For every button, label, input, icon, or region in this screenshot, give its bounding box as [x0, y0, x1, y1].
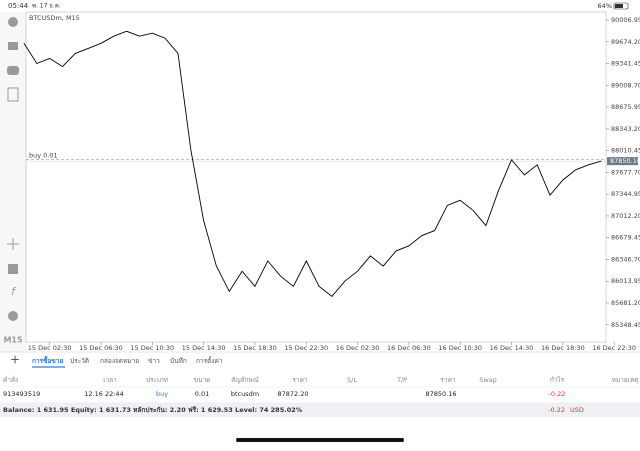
x-tick-label: 16 Dec 10:30: [438, 344, 482, 352]
battery-icon: [613, 2, 629, 10]
column-header: หมายเหตุ: [612, 376, 639, 384]
status-time: 05:44: [8, 2, 29, 10]
sidebar: [0, 12, 26, 352]
crosshair-icon[interactable]: [7, 238, 19, 250]
column-header: Swap: [479, 376, 497, 384]
y-tick-label: 89341.45: [611, 60, 640, 68]
tab[interactable]: การตั้งค่า: [196, 356, 223, 365]
total-profit: -0.22: [548, 406, 565, 414]
account-summary: Balance: 1 631.95 Equity: 1 631.73 หลักป…: [3, 406, 303, 414]
home-indicator: [236, 438, 404, 442]
tab[interactable]: การซื้อขาย: [32, 355, 63, 365]
column-header: S/L: [347, 376, 357, 384]
tab[interactable]: บันทึก: [170, 357, 187, 365]
table: คำสั่ง เวลา ประเภท ขนาด สัญลักษณ์ ราคา S/L T/P ร…: [0, 375, 640, 398]
column-header: ราคา: [440, 376, 455, 384]
chat-icon[interactable]: [7, 66, 19, 75]
trade-icon[interactable]: [8, 42, 18, 50]
column-header: T/P: [396, 376, 407, 384]
y-tick-label: 87677.70: [611, 168, 640, 176]
status-date: พ. 17 ธ.ค.: [32, 3, 61, 10]
last-price-label: 87850.16: [610, 157, 640, 165]
y-tick-label: 86679.45: [611, 234, 640, 242]
cell: buy: [156, 390, 168, 398]
footer-bg: [0, 403, 640, 417]
column-header: สัญลักษณ์: [231, 376, 259, 384]
cell: -0.22: [549, 390, 566, 398]
indicator-icon[interactable]: [8, 264, 18, 274]
cell: 12.16 22:44: [84, 390, 123, 398]
cell: btcusdm: [231, 390, 259, 398]
y-tick-label: 86346.70: [611, 255, 640, 263]
x-tick-label: 15 Dec 06:30: [79, 344, 123, 352]
y-tick-label: 87344.95: [611, 190, 640, 198]
status-battery: 64%: [598, 2, 612, 10]
function-icon[interactable]: f: [11, 285, 17, 298]
y-tick-label: 88675.95: [611, 103, 640, 111]
column-header: ขนาด: [194, 376, 211, 384]
objects-icon[interactable]: [8, 311, 18, 321]
tab[interactable]: ประวัติ: [70, 357, 89, 365]
y-tick-label: 87012.20: [611, 212, 640, 220]
y-tick-label: 88010.45: [611, 147, 640, 155]
chart-frame: [25, 11, 607, 343]
x-tick-label: 15 Dec 22:30: [284, 344, 328, 352]
y-tick-label: 89674.20: [611, 38, 640, 46]
x-tick-label: 16 Dec 02:30: [336, 344, 380, 352]
cell: 87872.20: [277, 390, 308, 398]
currency: USD: [570, 406, 584, 414]
x-tick-label: 15 Dec 02:30: [28, 344, 72, 352]
x-tick-label: 16 Dec 18:30: [541, 344, 585, 352]
column-header: กำไร: [550, 376, 565, 384]
tab[interactable]: กล่องจดหมาย: [100, 357, 139, 365]
column-header: เวลา: [103, 376, 117, 384]
y-tick-label: 85681.20: [611, 299, 640, 307]
add-button[interactable]: +: [10, 353, 20, 367]
cell: 0.01: [195, 390, 209, 398]
account-icon[interactable]: [8, 17, 18, 27]
cell: 87850.16: [425, 390, 456, 398]
price-line: [23, 30, 602, 298]
y-tick-label: 89008.70: [611, 81, 640, 89]
y-tick-label: 86013.95: [611, 277, 640, 285]
x-tick-label: 16 Dec 22:30: [592, 344, 636, 352]
chart-title: BTCUSDm, M15: [29, 14, 80, 22]
y-tick-label: 85348.45: [611, 321, 640, 329]
column-header: คำสั่ง: [3, 375, 18, 384]
column-header: ประเภท: [146, 376, 168, 384]
y-tick-label: 90006.95: [611, 16, 640, 24]
x-tick-label: 15 Dec 10:30: [130, 344, 174, 352]
last-price-box: [607, 157, 638, 166]
chart: 85348.45 85681.20 86013.95 86346.70 86679.45…: [23, 16, 640, 352]
x-tick-label: 16 Dec 14:30: [490, 344, 534, 352]
x-tick-label: 15 Dec 14:30: [182, 344, 226, 352]
y-tick-label: 88343.20: [611, 125, 640, 133]
battery-level: [615, 4, 623, 8]
x-tick-label: 16 Dec 06:30: [387, 344, 431, 352]
tabs: การซื้อขาย ประวัติ กล่องจดหมาย ข่าว บันทึก กา…: [32, 355, 223, 368]
order-label: buy 0.01: [29, 152, 58, 160]
column-header: ราคา: [292, 376, 307, 384]
timeframe[interactable]: M15: [3, 336, 23, 345]
new-icon[interactable]: [7, 87, 19, 102]
x-tick-label: 15 Dec 18:30: [233, 344, 277, 352]
cell: 913493519: [3, 390, 40, 398]
tab[interactable]: ข่าว: [148, 357, 160, 365]
